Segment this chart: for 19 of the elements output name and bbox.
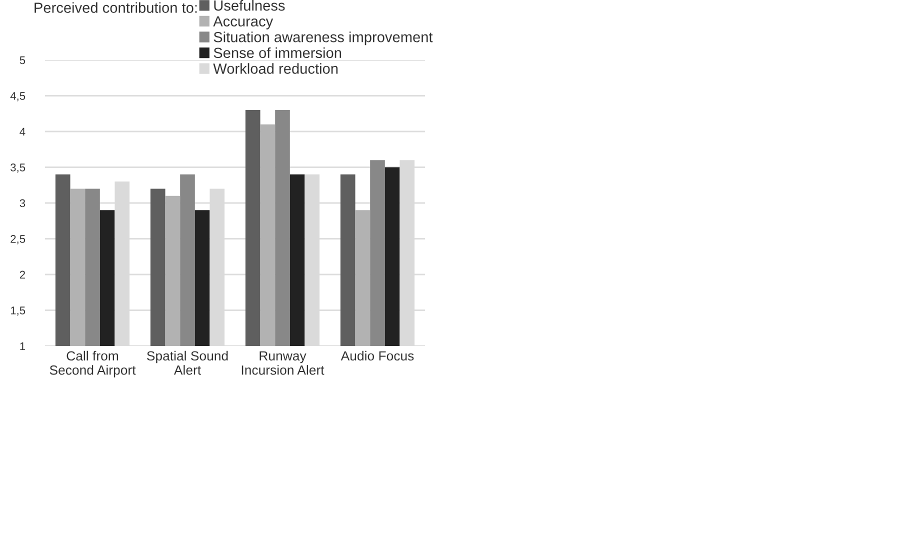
x-tick-label: Audio Focus <box>340 350 414 361</box>
legend-label: Usefulness <box>214 0 285 11</box>
x-tick-label: Spatial Sound Alert <box>147 350 228 375</box>
legend-label: Workload reduction <box>213 63 338 74</box>
y-tick-label: 3 <box>20 199 26 208</box>
legend-title: Perceived contribution to: <box>34 2 197 13</box>
y-tick-label: 2 <box>20 270 25 279</box>
legend-label: Accuracy <box>213 16 274 30</box>
y-tick-label: 4,5 <box>10 92 26 102</box>
y-tick-label: 1,5 <box>10 306 26 316</box>
y-tick-label: 3,5 <box>10 164 26 173</box>
x-tick-label: Runway Incursion Alert <box>242 351 324 375</box>
y-tick-label: 2,5 <box>10 235 26 244</box>
y-tick-label: 5 <box>20 56 26 64</box>
y-tick-label: 4 <box>20 128 26 136</box>
x-tick-label: Call from Second Airport <box>50 350 136 378</box>
legend-label: Situation awareness improvement <box>214 32 433 46</box>
y-tick-label: 1 <box>20 342 26 350</box>
legend-label: Sense of immersion <box>214 47 342 58</box>
